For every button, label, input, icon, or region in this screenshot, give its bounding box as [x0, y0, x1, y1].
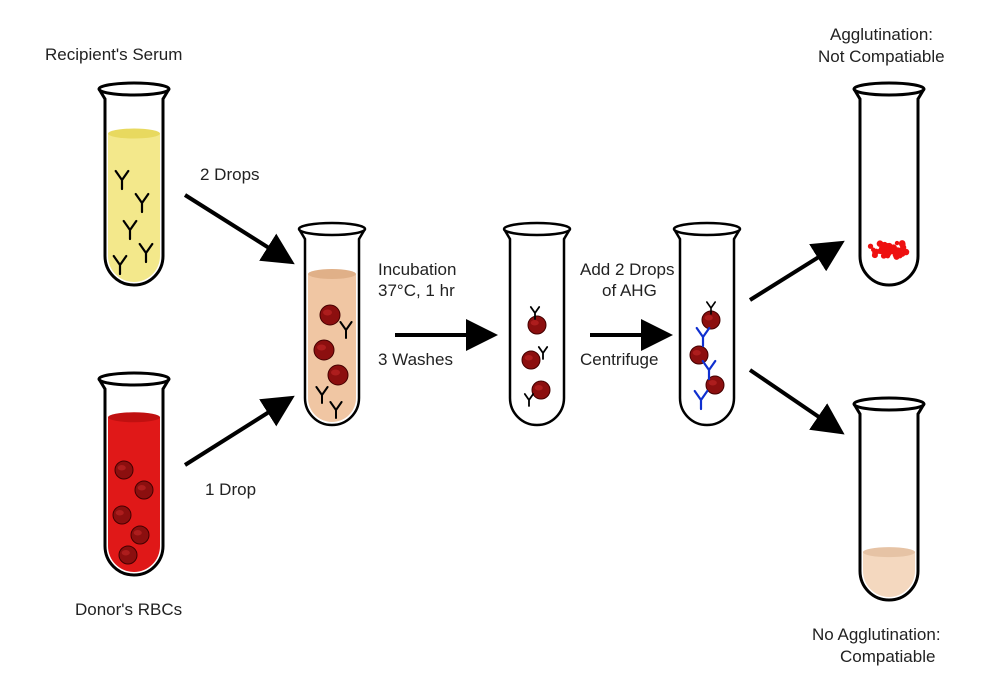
label-serum_title: Recipient's Serum	[45, 45, 182, 64]
label-drops_serum: 2 Drops	[200, 165, 260, 184]
crossmatch-diagram: Recipient's Serum Donor's RBCs 2 Drops 1 Dr…	[0, 0, 1000, 700]
label-centrifuge: Centrifuge	[580, 350, 658, 369]
label-ahg2: of AHG	[602, 281, 657, 300]
label-agglut1: Agglutination:	[830, 25, 933, 44]
label-incubation1: Incubation	[378, 260, 456, 279]
label-incubation2: 37°C, 1 hr	[378, 281, 455, 300]
label-rbc_title: Donor's RBCs	[75, 600, 182, 619]
label-washes: 3 Washes	[378, 350, 453, 369]
label-noagglut2: Compatiable	[840, 647, 935, 666]
label-drops_rbc: 1 Drop	[205, 480, 256, 499]
label-noagglut1: No Agglutination:	[812, 625, 941, 644]
label-ahg1: Add 2 Drops	[580, 260, 675, 279]
label-agglut2: Not Compatiable	[818, 47, 945, 66]
